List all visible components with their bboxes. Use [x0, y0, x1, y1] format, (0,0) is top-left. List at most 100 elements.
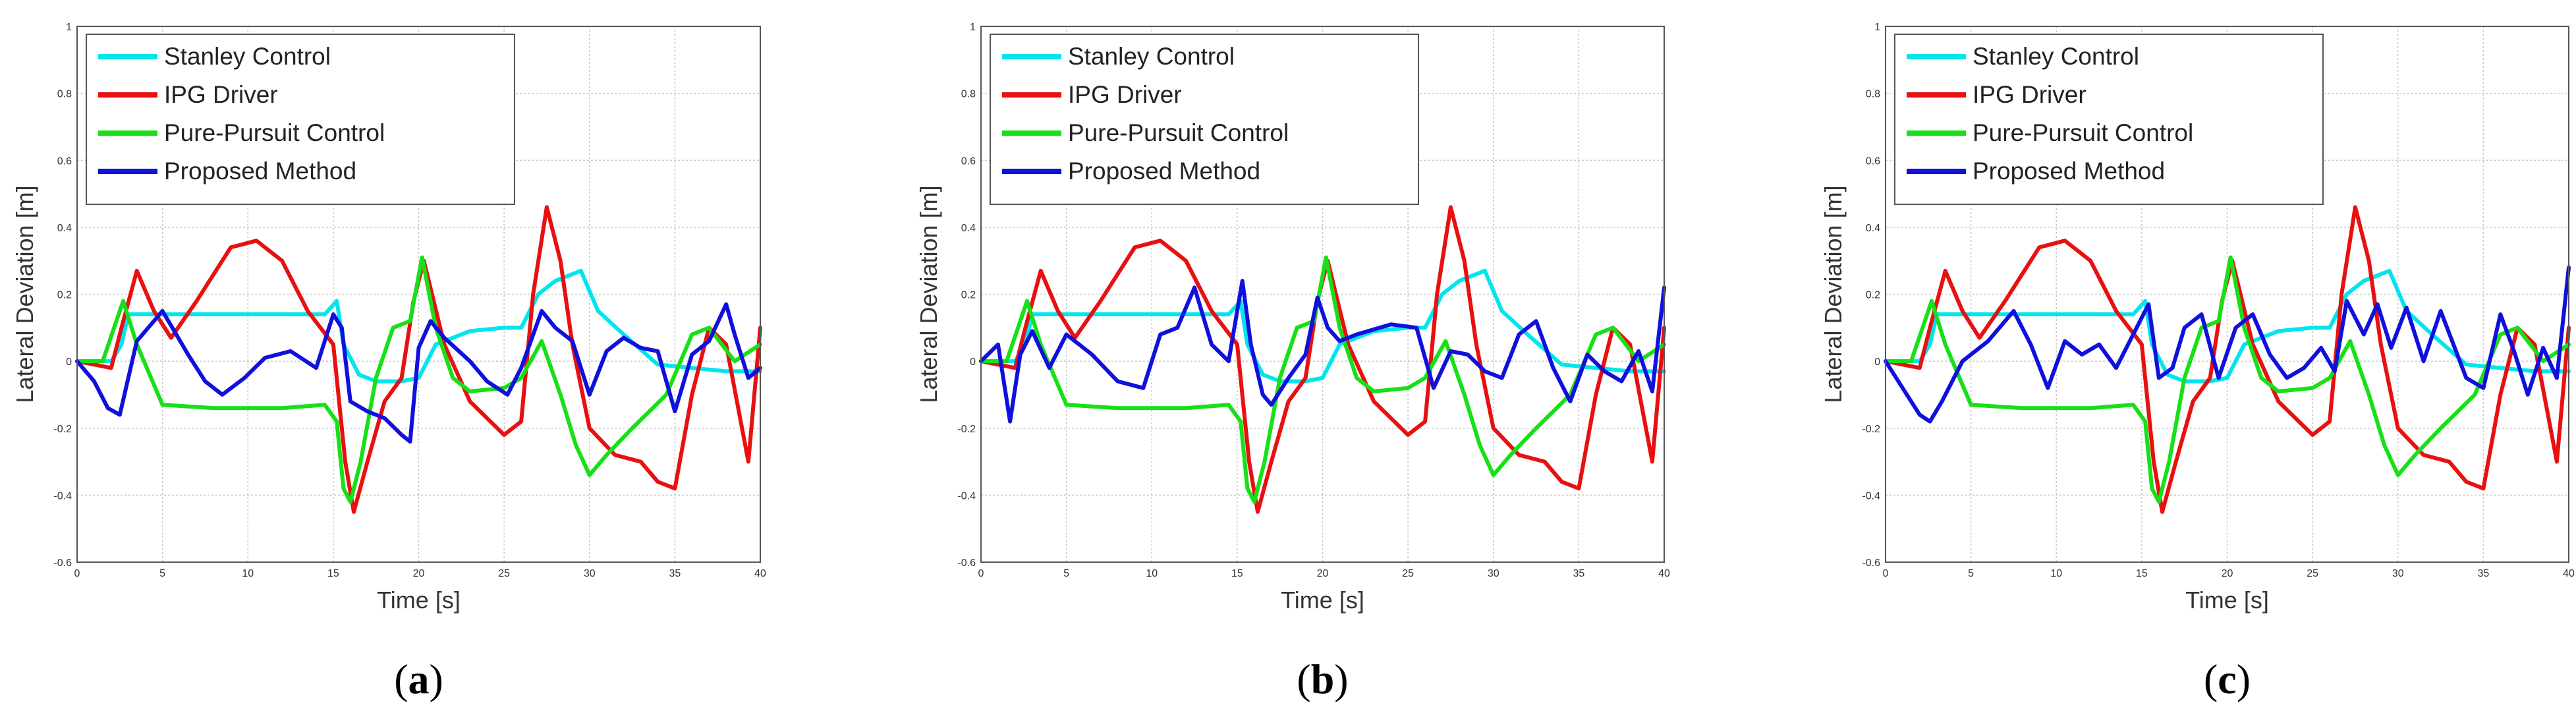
panel-caption: (c)	[2204, 656, 2251, 703]
y-tick-label: 0.8	[1866, 89, 1880, 100]
x-tick-label: 15	[1231, 568, 1243, 579]
legend-label: Proposed Method	[1973, 158, 2165, 185]
x-tick-label: 35	[669, 568, 681, 579]
y-tick-label: 0	[66, 357, 72, 368]
y-tick-label: -0.4	[957, 490, 976, 502]
series-group	[979, 205, 1666, 514]
y-tick-label: -0.4	[1862, 490, 1880, 502]
panel-caption: (a)	[394, 656, 443, 703]
y-tick-label: 0.2	[57, 290, 72, 301]
axes-box	[980, 26, 1665, 563]
y-tick-label: 1	[970, 22, 976, 33]
series-line-pure-pursuit-control	[75, 255, 762, 504]
y-tick-label: 0.4	[1866, 223, 1880, 234]
y-tick-label: 0.8	[961, 89, 976, 100]
x-tick-label: 10	[1146, 568, 1158, 579]
y-tick-label: 0.4	[57, 223, 72, 234]
x-tick-label: 10	[242, 568, 254, 579]
y-tick-label: 0	[970, 357, 976, 368]
series-line-proposed-method	[979, 279, 1666, 424]
x-tick-label: 10	[2050, 568, 2062, 579]
x-tick-label: 0	[978, 568, 984, 579]
y-tick-label: 0.4	[961, 223, 976, 234]
y-tick-label: 0.6	[961, 156, 976, 167]
x-axis-label: Time [s]	[2185, 587, 2269, 614]
y-tick-label: -0.4	[53, 490, 72, 502]
series-line-proposed-method	[1884, 265, 2571, 424]
x-tick-label: 30	[1488, 568, 1499, 579]
legend-label: IPG Driver	[164, 81, 278, 108]
x-tick-label: 5	[1968, 568, 1974, 579]
y-tick-label: -0.2	[53, 424, 72, 435]
x-tick-label: 40	[754, 568, 766, 579]
x-tick-label: 0	[74, 568, 80, 579]
legend-label: Stanley Control	[1068, 43, 1235, 70]
y-tick-label: -0.6	[957, 558, 976, 569]
y-tick-label: 0	[1874, 357, 1880, 368]
y-axis-label: Lateral Deviation [m]	[915, 185, 942, 403]
legend-box	[86, 34, 515, 205]
legend-label: Pure-Pursuit Control	[164, 119, 385, 146]
legend: Stanley Control IPG Driver Pure-Pursuit Co…	[990, 34, 1419, 205]
legend-label: IPG Driver	[1068, 81, 1182, 108]
caption-close: )	[430, 656, 443, 703]
panel-caption: (b)	[1297, 656, 1348, 703]
caption-letter: b	[1311, 656, 1335, 703]
x-tick-label: 5	[1063, 568, 1069, 579]
y-axis-label: Lateral Deviation [m]	[1820, 185, 1847, 403]
legend-label: Pure-Pursuit Control	[1068, 119, 1289, 146]
y-tick-label: 0.6	[1866, 156, 1880, 167]
y-tick-label: 1	[66, 22, 72, 33]
legend-label: IPG Driver	[1973, 81, 2086, 108]
x-axis-label: Time [s]	[1281, 587, 1364, 614]
x-tick-label: 15	[2136, 568, 2148, 579]
caption-open: (	[1297, 656, 1310, 703]
x-tick-label: 35	[2477, 568, 2489, 579]
y-tick-label: 1	[1874, 22, 1880, 33]
x-tick-label: 30	[2392, 568, 2404, 579]
x-tick-label: 15	[327, 568, 339, 579]
chart-panel-b: 0 5 10 15 20 25 30 35 40 1 0.8 0.6 0.4 0.2 0 -0.2 -0.4 -0…	[915, 22, 1670, 703]
series-line-pure-pursuit-control	[979, 255, 1666, 504]
y-tick-label: -0.2	[1862, 424, 1880, 435]
y-tick-label: -0.6	[53, 558, 72, 569]
y-tick-label: 0.2	[1866, 290, 1880, 301]
axes-box	[1885, 26, 2569, 563]
x-tick-label: 30	[584, 568, 596, 579]
x-axis-label: Time [s]	[377, 587, 461, 614]
legend-label: Proposed Method	[164, 158, 356, 185]
x-tick-label: 25	[498, 568, 510, 579]
x-tick-label: 25	[1402, 568, 1414, 579]
legend-label: Stanley Control	[164, 43, 331, 70]
chart-panel-a: 0 5 10 15 20 25 30 35 40 1 0.8 0.6 0.4 0.2 0 -0.2 -0.4 -0…	[11, 22, 766, 703]
caption-close: )	[1334, 656, 1348, 703]
series-line-stanley-control	[75, 268, 762, 384]
legend: Stanley Control IPG Driver Pure-Pursuit Co…	[86, 34, 515, 205]
legend-label: Proposed Method	[1068, 158, 1260, 185]
x-tick-label: 5	[159, 568, 165, 579]
caption-letter: c	[2218, 656, 2236, 703]
y-tick-label: 0.2	[961, 290, 976, 301]
caption-open: (	[2204, 656, 2218, 703]
caption-open: (	[394, 656, 408, 703]
series-line-proposed-method	[75, 302, 762, 444]
legend-box	[1894, 34, 2324, 205]
series-group	[1884, 205, 2571, 514]
x-tick-label: 20	[1317, 568, 1329, 579]
x-tick-label: 20	[2222, 568, 2233, 579]
legend-label: Stanley Control	[1973, 43, 2139, 70]
chart-panel-c: 0 5 10 15 20 25 30 35 40 1 0.8 0.6 0.4 0.2 0 -0.2 -0.4 -0…	[1820, 22, 2575, 703]
y-tick-label: -0.2	[957, 424, 976, 435]
legend: Stanley Control IPG Driver Pure-Pursuit Co…	[1894, 34, 2324, 205]
caption-letter: a	[408, 656, 430, 703]
series-group	[75, 205, 762, 514]
y-tick-label: 0.8	[57, 89, 72, 100]
series-line-stanley-control	[1884, 268, 2571, 384]
y-tick-label: 0.6	[57, 156, 72, 167]
series-line-pure-pursuit-control	[1884, 255, 2571, 504]
x-tick-label: 20	[413, 568, 425, 579]
y-tick-label: -0.6	[1862, 558, 1880, 569]
x-tick-label: 35	[1573, 568, 1584, 579]
x-tick-label: 25	[2307, 568, 2318, 579]
